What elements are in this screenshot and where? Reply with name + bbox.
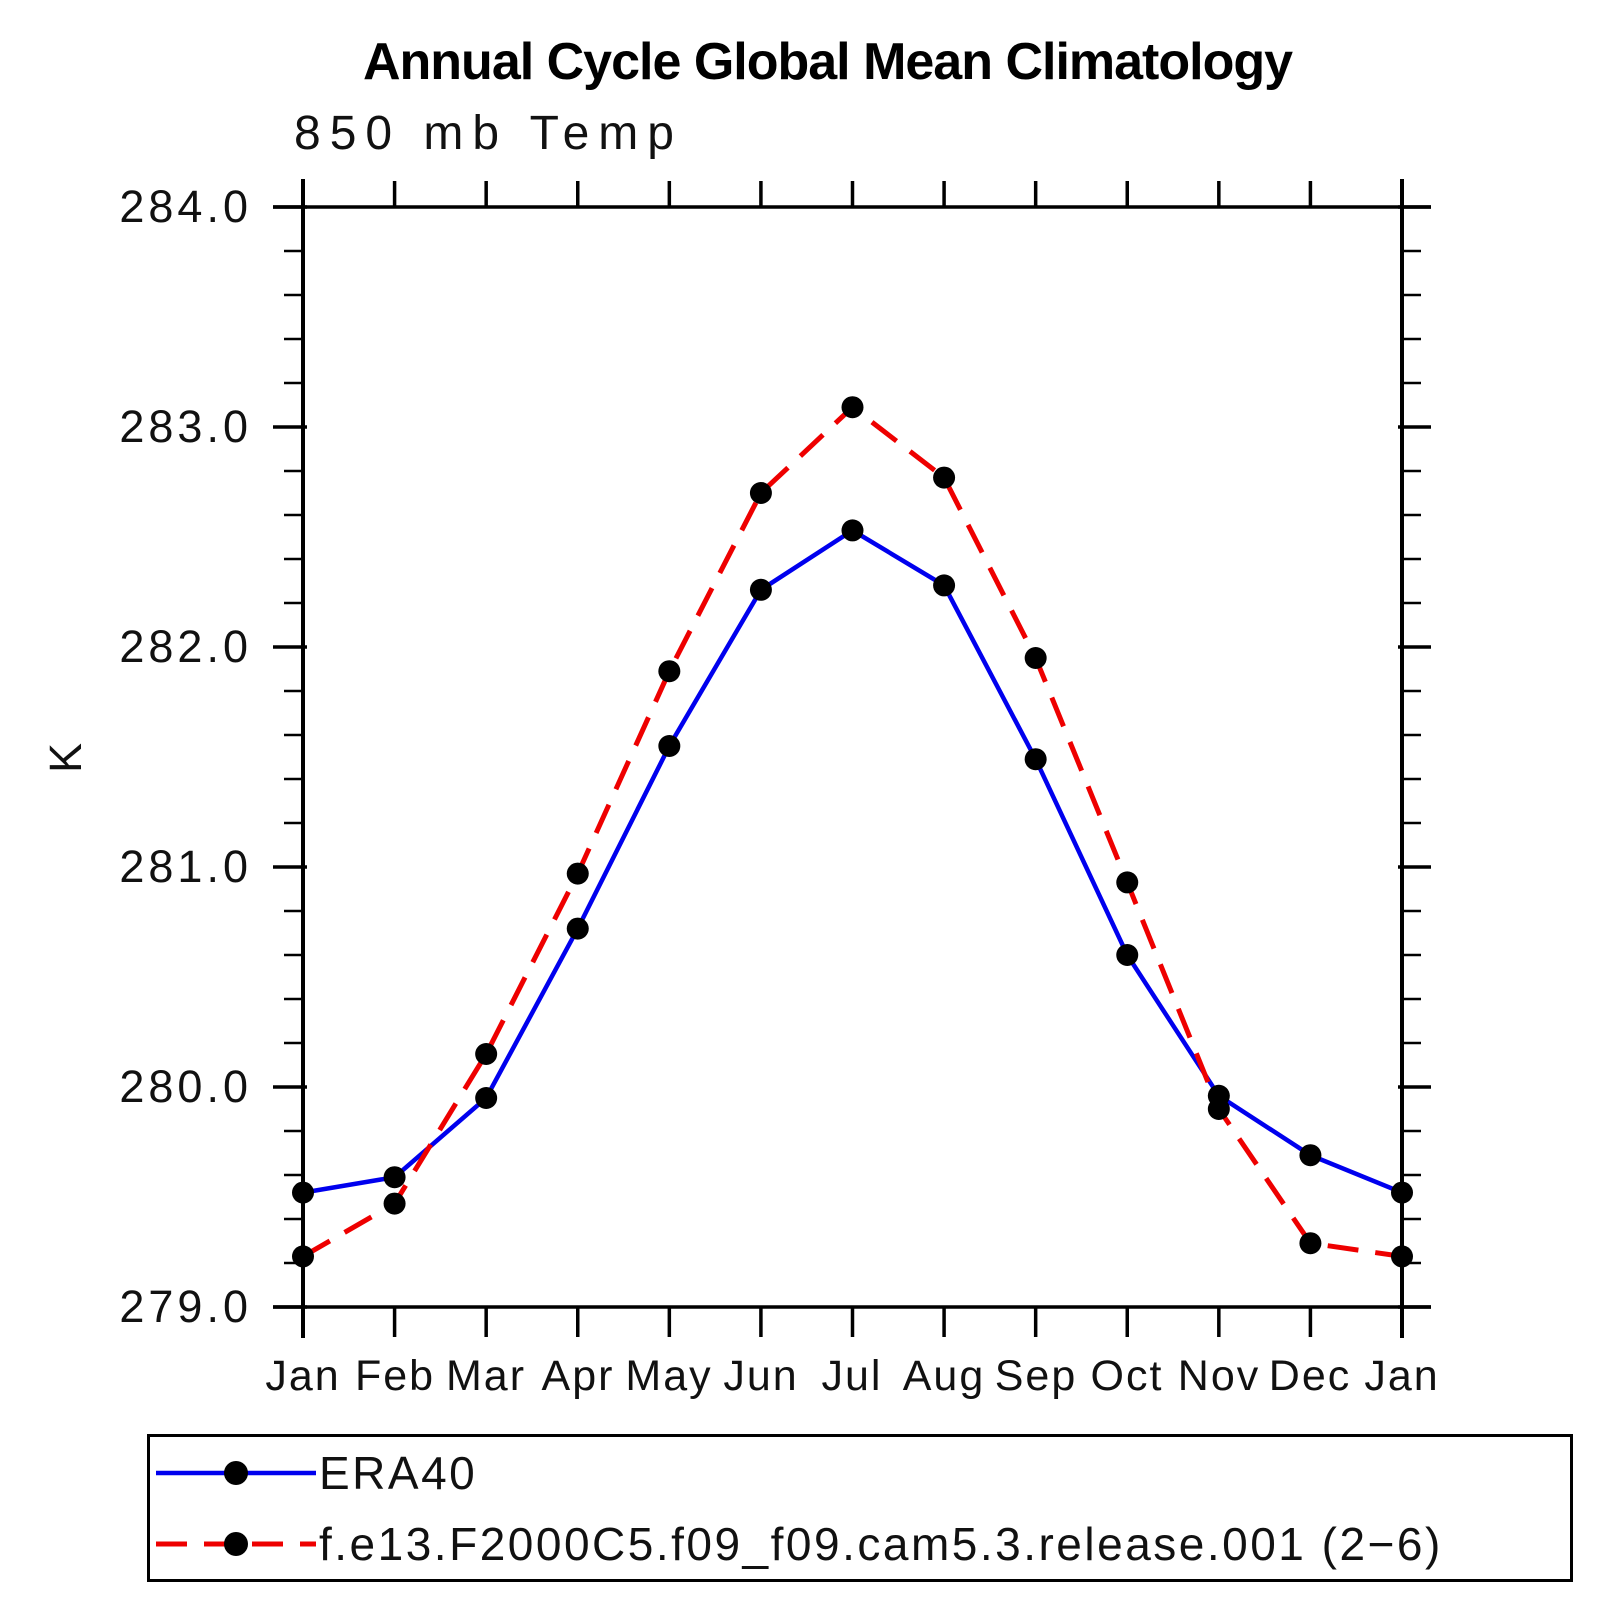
y-tick-label: 282.0	[119, 621, 252, 672]
era40-data-point-marker	[933, 574, 956, 597]
era40-data-point-marker	[749, 578, 772, 601]
model-data-point-marker	[841, 396, 864, 419]
era40-series-line	[302, 527, 1403, 1195]
x-tick-label: Nov	[1177, 1352, 1261, 1400]
era40-data-point-marker	[1116, 944, 1139, 966]
model-data-point-marker	[658, 660, 681, 683]
x-tick-label: Oct	[1090, 1352, 1164, 1400]
model-data-point-marker	[749, 482, 772, 504]
y-tick-label: 284.0	[119, 181, 252, 232]
model-data-point-marker	[1391, 1245, 1413, 1268]
model-data-point-marker	[1116, 871, 1139, 894]
x-tick-label: May	[625, 1352, 713, 1400]
era40-data-point-marker	[841, 519, 864, 542]
model-data-point-marker	[292, 1245, 314, 1268]
x-tick-label: Mar	[445, 1352, 527, 1400]
model-data-point-marker	[566, 862, 589, 885]
era40-data-point-marker	[658, 735, 681, 757]
x-tick-label: Jul	[821, 1352, 883, 1400]
x-tick-label: Jan	[265, 1352, 341, 1400]
model-data-point-marker	[383, 1192, 406, 1215]
era40-data-point-marker	[1299, 1144, 1322, 1167]
model-data-point-marker	[933, 466, 956, 489]
era40-data-point-marker	[292, 1181, 314, 1204]
x-tick-label: Aug	[902, 1352, 986, 1400]
x-tick-label: Dec	[1268, 1352, 1352, 1400]
legend: ERA40 f.e13.F2000C5.f09_f09.cam5.3.relea…	[147, 1434, 1573, 1582]
era40-data-point-marker	[383, 1166, 406, 1189]
x-tick-label: Sep	[994, 1352, 1078, 1400]
model-line-swatch-icon	[156, 1531, 316, 1556]
y-tick-label: 283.0	[119, 401, 252, 452]
x-tick-label: Jan	[1364, 1352, 1440, 1400]
legend-label-era40: ERA40	[319, 1446, 478, 1499]
model-data-point-marker	[1299, 1232, 1322, 1255]
era40-data-point-marker	[475, 1087, 498, 1109]
era40-data-point-marker	[566, 917, 589, 940]
era40-data-point-marker	[1391, 1181, 1413, 1204]
legend-label-model: f.e13.F2000C5.f09_f09.cam5.3.release.001…	[319, 1517, 1443, 1570]
x-tick-label: Jun	[723, 1352, 799, 1400]
chart-subtitle: 850 mb Temp	[294, 107, 683, 160]
model-data-point-marker	[1207, 1098, 1230, 1120]
era40-data-point-marker	[1024, 748, 1047, 771]
chart-title: Annual Cycle Global Mean Climatology	[362, 33, 1293, 91]
model-data-point-marker	[1024, 647, 1047, 669]
legend-item-era40: ERA40	[150, 1447, 1570, 1499]
era40-line-swatch-icon	[156, 1460, 316, 1485]
legend-item-model: f.e13.F2000C5.f09_f09.cam5.3.release.001…	[150, 1518, 1570, 1570]
x-tick-label: Feb	[354, 1352, 436, 1400]
y-tick-label: 280.0	[119, 1061, 252, 1112]
y-tick-label: 279.0	[119, 1281, 252, 1332]
model-data-point-marker	[475, 1043, 498, 1065]
x-tick-label: Apr	[541, 1352, 615, 1400]
y-tick-label: 281.0	[119, 841, 252, 892]
